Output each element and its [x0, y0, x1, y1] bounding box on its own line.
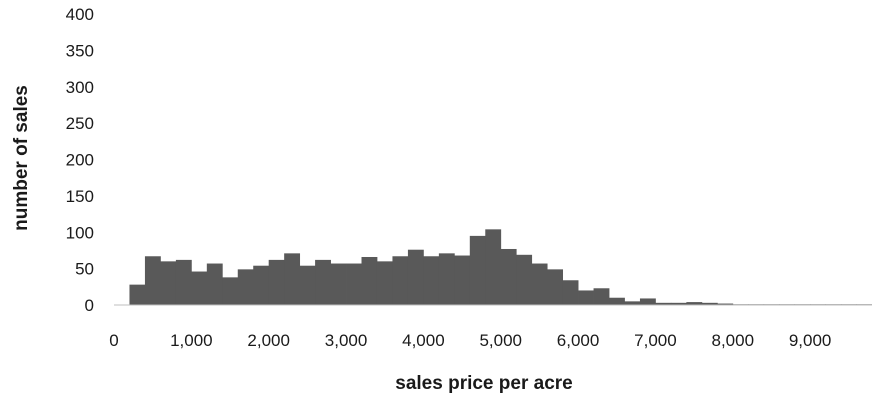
histogram-bar	[175, 259, 192, 305]
histogram-bar	[686, 302, 703, 305]
histogram-bar	[717, 303, 734, 305]
x-tick-label: 8,000	[712, 331, 755, 350]
y-axis-ticks: 0 50 100 150 200 250 300 350 400	[66, 5, 94, 315]
histogram-bar	[361, 256, 378, 305]
x-tick-label: 6,000	[557, 331, 600, 350]
histogram-bar	[206, 263, 223, 305]
histogram-bar	[144, 256, 161, 305]
histogram-bar	[485, 229, 502, 305]
x-tick-label: 2,000	[247, 331, 290, 350]
y-tick-label: 100	[66, 223, 94, 242]
y-tick-label: 350	[66, 41, 94, 60]
histogram-bar	[701, 302, 718, 305]
histogram-bar	[562, 280, 579, 305]
histogram-bar	[469, 235, 486, 305]
x-tick-label: 4,000	[402, 331, 445, 350]
histogram-bar	[609, 297, 625, 305]
y-tick-label: 0	[85, 296, 94, 315]
histogram-bar	[222, 277, 239, 305]
histogram-bar	[547, 269, 564, 305]
histogram-bar	[191, 271, 208, 305]
y-tick-label: 50	[75, 260, 94, 279]
y-tick-label: 200	[66, 151, 94, 170]
y-tick-label: 300	[66, 78, 94, 97]
histogram-bar	[237, 269, 254, 305]
histogram-bar	[346, 263, 362, 305]
histogram-bar	[454, 255, 471, 305]
x-tick-label: 1,000	[170, 331, 213, 350]
x-tick-label: 7,000	[634, 331, 677, 350]
histogram-bar	[423, 256, 440, 305]
histogram-bar	[578, 290, 594, 305]
histogram-bar	[268, 259, 285, 305]
histogram-bar	[284, 253, 301, 305]
y-axis-title: number of sales	[11, 85, 32, 231]
x-tick-label: 5,000	[479, 331, 522, 350]
histogram-bar	[129, 284, 146, 305]
x-tick-label: 0	[109, 331, 118, 350]
x-axis-title: sales price per acre	[395, 373, 572, 394]
histogram-bar	[438, 253, 455, 305]
histogram-bar	[500, 248, 517, 305]
x-axis-ticks: 0 1,000 2,000 3,000 4,000 5,000 6,000 7,000 8,00…	[109, 331, 831, 350]
y-tick-label: 250	[66, 114, 94, 133]
y-tick-label: 400	[66, 5, 94, 24]
histogram-bar	[315, 259, 331, 305]
y-tick-label: 150	[66, 187, 94, 206]
histogram-bar	[593, 288, 610, 305]
histogram-bar	[299, 265, 316, 305]
histogram-bar	[330, 263, 347, 305]
x-tick-label: 3,000	[325, 331, 368, 350]
histogram-bar	[516, 254, 533, 305]
histogram-bar	[160, 261, 177, 305]
histogram-bars	[129, 229, 872, 305]
histogram-bar	[655, 302, 672, 305]
histogram-bar	[253, 265, 270, 305]
histogram-bar	[639, 298, 656, 305]
histogram-bar	[407, 249, 424, 305]
histogram-bar	[376, 261, 393, 305]
histogram-bar	[624, 301, 641, 305]
histogram-bar	[531, 263, 548, 305]
histogram-bar	[392, 256, 409, 305]
x-tick-label: 9,000	[789, 331, 832, 350]
histogram-bar	[670, 302, 687, 305]
